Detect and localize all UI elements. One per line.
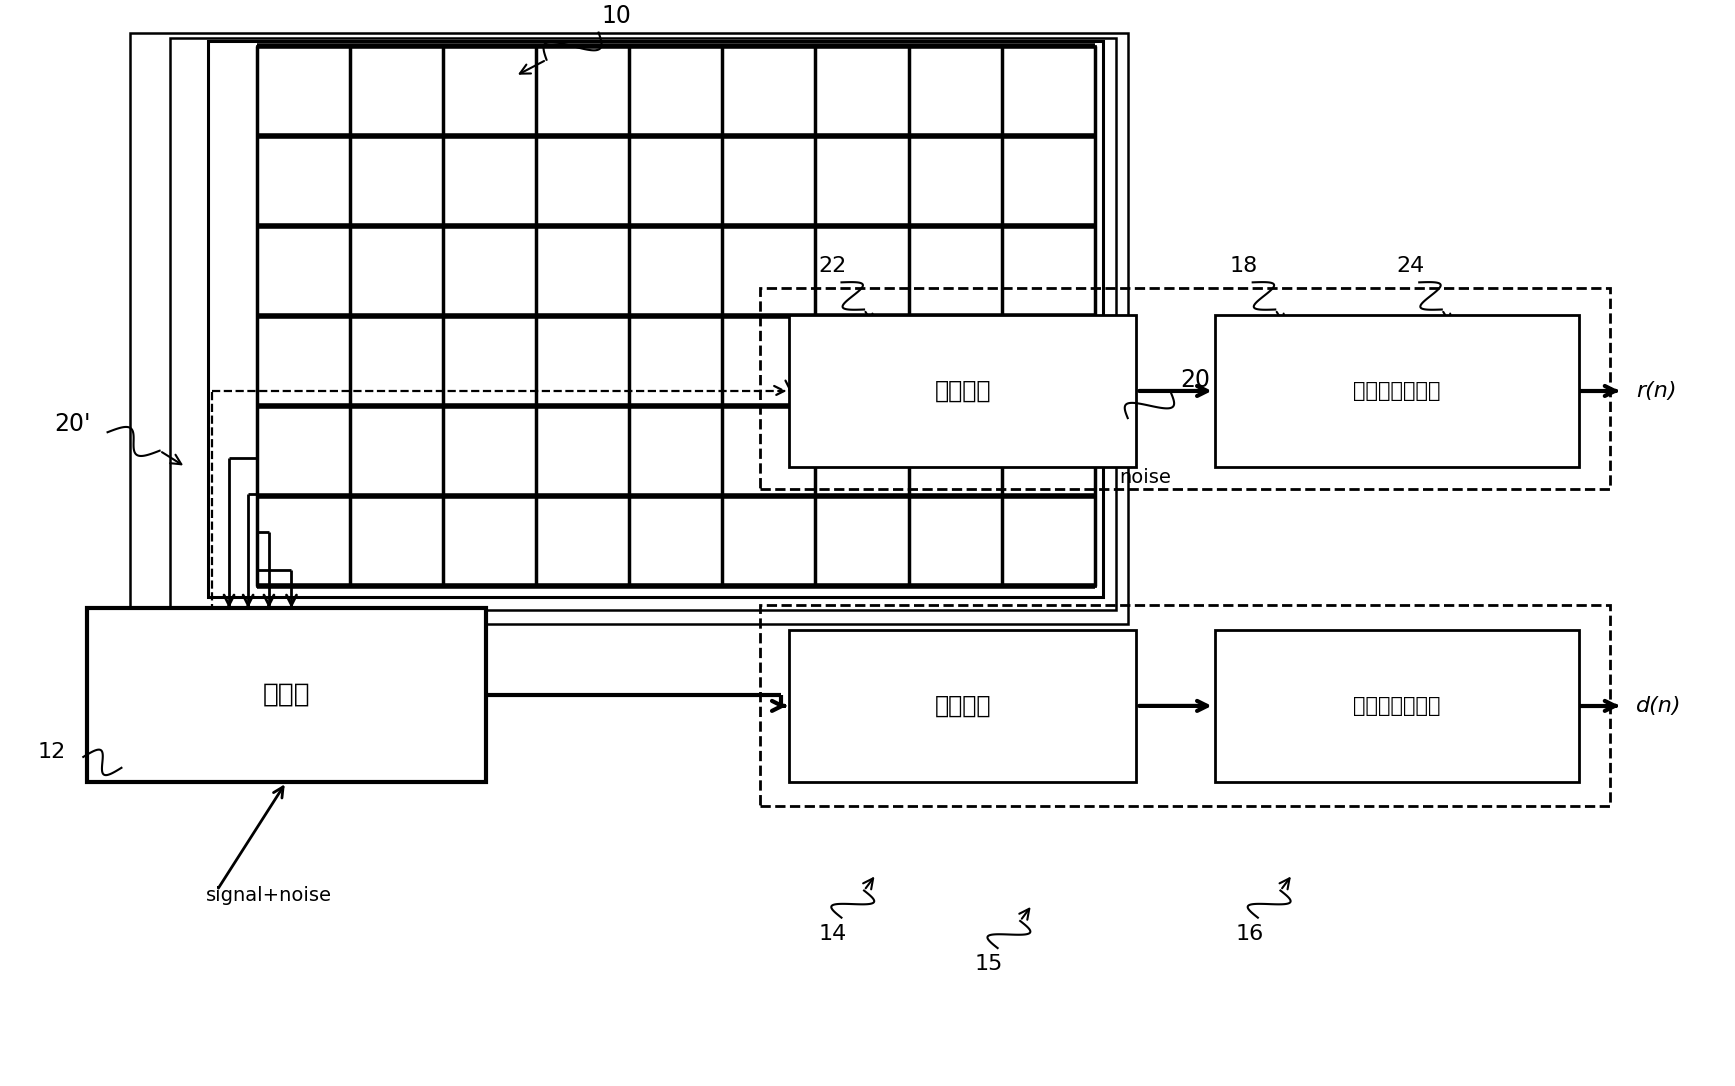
Text: 20: 20 <box>1180 368 1209 392</box>
Text: 22: 22 <box>819 256 847 276</box>
Bar <box>789 315 1136 467</box>
Bar <box>1214 315 1579 467</box>
Text: r(n): r(n) <box>1636 381 1676 401</box>
Bar <box>130 33 1128 624</box>
Bar <box>170 38 1116 610</box>
Bar <box>257 46 1095 586</box>
Text: noise: noise <box>1119 468 1171 488</box>
Text: 14: 14 <box>819 924 847 944</box>
Text: 取样电路: 取样电路 <box>935 379 991 403</box>
Bar <box>760 605 1610 806</box>
Bar <box>789 630 1136 782</box>
Bar <box>87 608 486 782</box>
Text: 多工器: 多工器 <box>262 682 311 708</box>
Text: 20': 20' <box>54 412 92 435</box>
Text: 取样电路: 取样电路 <box>935 694 991 718</box>
Text: 类比数位转换器: 类比数位转换器 <box>1353 381 1440 401</box>
Text: 16: 16 <box>1235 924 1263 944</box>
Text: 15: 15 <box>975 955 1003 974</box>
Text: d(n): d(n) <box>1636 696 1681 716</box>
Text: signal+noise: signal+noise <box>206 886 331 906</box>
Text: 18: 18 <box>1230 256 1258 276</box>
Text: 10: 10 <box>600 4 632 28</box>
Text: 12: 12 <box>38 742 66 761</box>
Text: 类比数位转换器: 类比数位转换器 <box>1353 696 1440 716</box>
Bar <box>208 41 1103 597</box>
Text: 24: 24 <box>1397 256 1424 276</box>
Bar <box>1214 630 1579 782</box>
Bar <box>760 288 1610 489</box>
